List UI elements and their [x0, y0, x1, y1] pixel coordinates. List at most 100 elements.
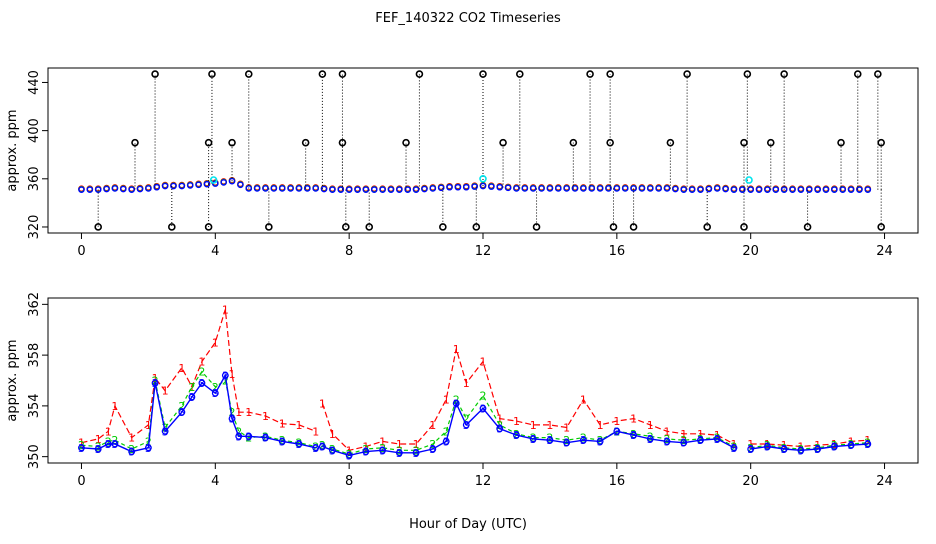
- series-marker-3: [379, 446, 387, 454]
- baseline-point: [797, 186, 805, 193]
- outlier-point: [874, 70, 882, 78]
- series-marker-3: [513, 431, 520, 439]
- series-label-2: 2: [105, 435, 112, 448]
- baseline-point: [596, 185, 604, 192]
- series-label-1: 1: [764, 438, 771, 451]
- series-label-1: 1: [229, 368, 236, 381]
- series-label-1: 1: [697, 428, 704, 441]
- series-label-2: 2: [229, 406, 236, 419]
- series-label-3: 3: [747, 443, 754, 456]
- series-label-1: 1: [630, 413, 637, 426]
- outlier-point: [740, 138, 748, 147]
- baseline-point: [86, 186, 94, 193]
- series-label-2: 2: [379, 442, 386, 455]
- outlier-point: [740, 223, 748, 231]
- series-label-3: 3: [245, 430, 252, 443]
- series-label-3: 3: [95, 443, 102, 456]
- outlier-point: [586, 70, 594, 78]
- baseline-point: [580, 185, 587, 192]
- baseline-point: [864, 186, 872, 193]
- baseline-point: [195, 181, 202, 189]
- series-label-2: 2: [212, 381, 219, 394]
- outlier-point: [877, 223, 885, 231]
- series-label-2: 2: [580, 432, 587, 445]
- x-axis-label: Hour of Day (UTC): [409, 517, 527, 532]
- series-label-3: 3: [530, 433, 537, 446]
- baseline-point: [262, 185, 269, 192]
- outlier-point: [629, 223, 638, 231]
- series-label-3: 3: [329, 444, 336, 457]
- y-tick-label: 358: [27, 343, 42, 368]
- series-marker-3: [847, 441, 855, 449]
- x-tick-label: 12: [475, 474, 492, 489]
- baseline-point: [370, 186, 378, 193]
- series-label-2: 2: [563, 434, 570, 447]
- outlier-point: [877, 138, 885, 147]
- series-marker-3: [680, 439, 688, 447]
- series-label-2: 2: [188, 381, 195, 394]
- baseline-point: [705, 185, 713, 193]
- series-label-1: 1: [178, 362, 185, 375]
- x-tick-label: 12: [475, 244, 492, 259]
- y-tick-label: 362: [27, 292, 42, 317]
- baseline-point: [345, 186, 353, 193]
- series-label-3: 3: [630, 429, 637, 442]
- baseline-point: [563, 185, 570, 192]
- series-marker-3: [144, 444, 152, 452]
- series-label-1: 1: [680, 428, 687, 441]
- series-marker-3: [429, 445, 437, 453]
- baseline-point: [404, 186, 412, 193]
- series-label-1: 1: [212, 336, 219, 349]
- outlier-point: [499, 138, 507, 147]
- baseline-point: [546, 185, 554, 192]
- series-label-2: 2: [222, 375, 229, 388]
- series-marker-3: [496, 425, 504, 433]
- baseline-point: [814, 186, 821, 193]
- series-label-3: 3: [128, 446, 135, 459]
- series-label-3: 3: [78, 442, 85, 455]
- series-label-3: 3: [105, 438, 112, 451]
- series-label-1: 1: [413, 438, 420, 451]
- series-label-1: 1: [396, 438, 403, 451]
- series-label-1: 1: [111, 400, 118, 413]
- baseline-point: [588, 185, 596, 192]
- series-marker-3: [780, 445, 788, 453]
- x-tick-label: 0: [77, 474, 85, 489]
- outlier-point: [780, 70, 788, 78]
- series-label-2: 2: [128, 443, 135, 456]
- series-marker-3: [563, 439, 571, 447]
- baseline-point: [119, 185, 127, 193]
- series-label-3: 3: [814, 443, 821, 456]
- series-marker-3: [104, 440, 112, 448]
- series-label-1: 1: [105, 425, 112, 438]
- y-tick-label: 350: [27, 444, 42, 469]
- baseline-point: [421, 185, 428, 193]
- baseline-point: [805, 186, 813, 193]
- baseline-point: [454, 183, 462, 191]
- baseline-point: [111, 185, 119, 192]
- series-label-1: 1: [95, 433, 102, 446]
- series-label-1: 1: [747, 438, 754, 451]
- series-marker-3: [151, 379, 159, 387]
- baseline-point: [605, 185, 612, 192]
- series-label-3: 3: [597, 435, 604, 448]
- series-label-3: 3: [714, 433, 721, 446]
- highlight-point: [745, 176, 753, 184]
- series-label-1: 1: [480, 355, 487, 368]
- series-label-1: 1: [346, 444, 353, 457]
- outlier-point: [803, 223, 812, 231]
- x-tick-label: 20: [742, 244, 759, 259]
- series-label-3: 3: [781, 443, 788, 456]
- outlier-point: [204, 223, 213, 231]
- baseline-point: [304, 185, 311, 192]
- baseline-point: [329, 186, 336, 193]
- series-line-1: [321, 348, 735, 451]
- top-panel: 0 4 8 12 16 20 24 320 360 400 440 approx. ppm: [5, 67, 919, 259]
- outlier-point: [131, 138, 139, 147]
- series-marker-3: [211, 389, 219, 397]
- series-label-1: 1: [580, 394, 587, 407]
- series-label-1: 1: [513, 415, 520, 428]
- series-marker-3: [529, 435, 537, 443]
- series-label-3: 3: [262, 432, 269, 445]
